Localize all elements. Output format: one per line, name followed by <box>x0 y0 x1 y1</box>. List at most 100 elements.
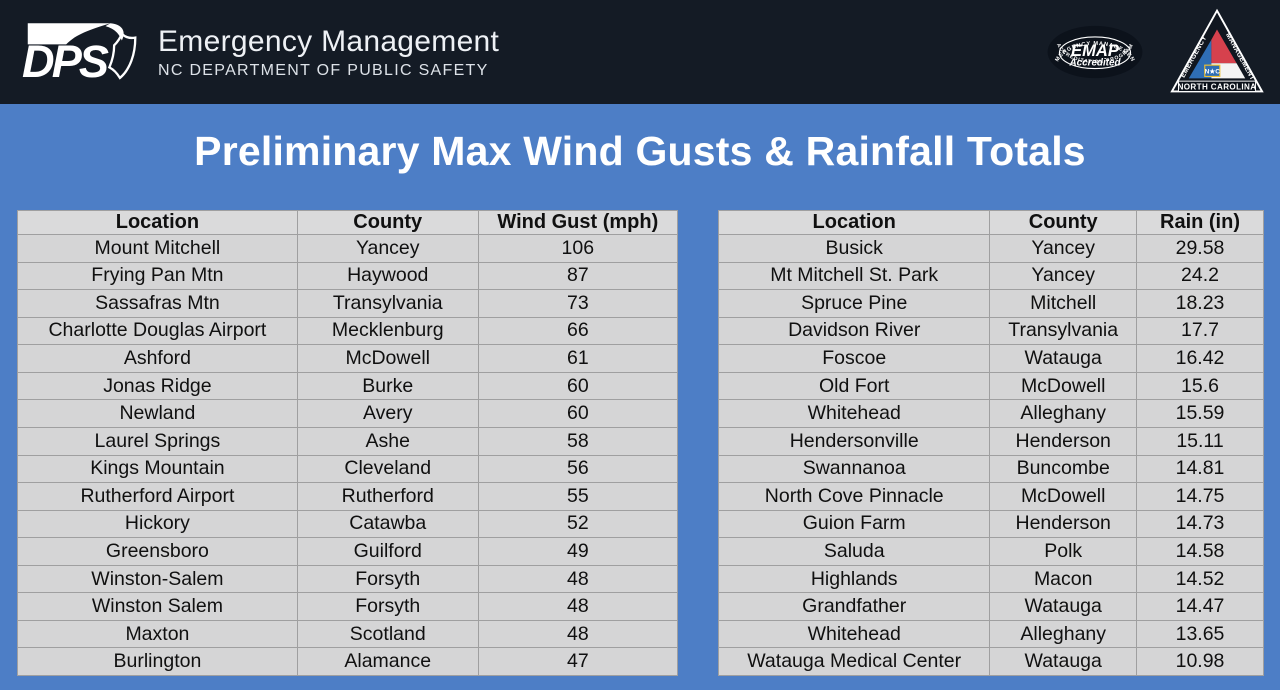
table-row: Newland Avery 60 <box>17 399 679 428</box>
table-cell: Burlington <box>17 647 298 676</box>
table-cell: 15.11 <box>1136 426 1264 456</box>
table-cell: Alleghany <box>989 619 1137 649</box>
table-row: Hendersonville Henderson 15.11 <box>717 426 1264 456</box>
table-cell: Old Fort <box>717 371 991 401</box>
table-cell: Grandfather <box>717 592 991 621</box>
table-cell: Macon <box>989 564 1137 594</box>
table-cell: 14.47 <box>1136 592 1264 621</box>
dps-logo-text: DPS <box>22 36 109 87</box>
table-cell: Saluda <box>717 537 991 566</box>
table-cell: Watauga <box>989 344 1137 373</box>
table-cell: Catawba <box>296 509 479 539</box>
table-cell: 13.65 <box>1136 619 1264 649</box>
table-row: Guion Farm Henderson 14.73 <box>717 509 1264 539</box>
table-row: Watauga Medical Center Watauga 10.98 <box>717 647 1264 676</box>
table-row: Kings Mountain Cleveland 56 <box>17 454 679 484</box>
table-cell: 14.73 <box>1136 509 1264 539</box>
table-cell: Hickory <box>17 509 298 539</box>
table-cell: Rutherford Airport <box>17 482 298 511</box>
table-row: Laurel Springs Ashe 58 <box>17 426 679 456</box>
table-cell: 66 <box>477 316 679 346</box>
table-cell: 52 <box>477 509 679 539</box>
table-row: Saluda Polk 14.58 <box>717 537 1264 566</box>
table-cell: 16.42 <box>1136 344 1264 373</box>
table-cell: Mecklenburg <box>296 316 479 346</box>
table-cell: Rutherford <box>296 482 479 511</box>
table-row: Swannanoa Buncombe 14.81 <box>717 454 1264 484</box>
table-cell: Buncombe <box>989 454 1137 484</box>
header-row: Location County Wind Gust (mph) <box>17 210 679 235</box>
table-cell: 73 <box>477 289 679 318</box>
table-cell: Davidson River <box>717 316 991 346</box>
table-cell: Charlotte Douglas Airport <box>17 316 298 346</box>
table-cell: 14.58 <box>1136 537 1264 566</box>
table-cell: 14.81 <box>1136 454 1264 484</box>
table-cell: Mitchell <box>989 289 1137 318</box>
column-header: County <box>296 210 479 235</box>
table-cell: 14.52 <box>1136 564 1264 594</box>
table-cell: Highlands <box>717 564 991 594</box>
ncem-triangle-badge-icon: EMERGENCY MANAGEMENT N★C NORTH CAROLINA <box>1170 8 1264 93</box>
table-cell: McDowell <box>296 344 479 373</box>
table-row: Mt Mitchell St. Park Yancey 24.2 <box>717 261 1264 291</box>
column-header: County <box>989 210 1137 235</box>
table-cell: Ashford <box>17 344 298 373</box>
table-cell: Watauga <box>989 592 1137 621</box>
column-header: Location <box>717 210 991 235</box>
header-bar: DPS Emergency Management NC DEPARTMENT O… <box>0 0 1280 104</box>
table-cell: Sassafras Mtn <box>17 289 298 318</box>
table-cell: Transylvania <box>989 316 1137 346</box>
table-cell: Haywood <box>296 261 479 291</box>
table-row: Davidson River Transylvania 17.7 <box>717 316 1264 346</box>
table-cell: 15.59 <box>1136 399 1264 428</box>
table-cell: 17.7 <box>1136 316 1264 346</box>
table-row: Hickory Catawba 52 <box>17 509 679 539</box>
table-row: Foscoe Watauga 16.42 <box>717 344 1264 373</box>
header-badges: EMERGENCY MANAGEMENT EMAP Accredited ACC… <box>1046 8 1270 96</box>
table-cell: 61 <box>477 344 679 373</box>
table-cell: 15.6 <box>1136 371 1264 401</box>
table-cell: Hendersonville <box>717 426 991 456</box>
table-cell: Winston-Salem <box>17 564 298 594</box>
table-cell: Guilford <box>296 537 479 566</box>
table-row: Highlands Macon 14.52 <box>717 564 1264 594</box>
table-row: Greensboro Guilford 49 <box>17 537 679 566</box>
table-cell: Forsyth <box>296 592 479 621</box>
table-cell: Alleghany <box>989 399 1137 428</box>
ncem-flag-emblem-text: N★C <box>1205 68 1221 76</box>
table-cell: 58 <box>477 426 679 456</box>
table-cell: 48 <box>477 592 679 621</box>
table-cell: 29.58 <box>1136 234 1264 263</box>
column-header: Location <box>17 210 298 235</box>
dps-logo-icon: DPS <box>22 23 137 87</box>
table-row: Frying Pan Mtn Haywood 87 <box>17 261 679 291</box>
dps-brand: DPS Emergency Management NC DEPARTMENT O… <box>22 17 499 87</box>
table-cell: Frying Pan Mtn <box>17 261 298 291</box>
table-cell: McDowell <box>989 371 1137 401</box>
table-cell: 60 <box>477 371 679 401</box>
table-cell: Mt Mitchell St. Park <box>717 261 991 291</box>
table-cell: 14.75 <box>1136 482 1264 511</box>
table-cell: Forsyth <box>296 564 479 594</box>
table-row: North Cove Pinnacle McDowell 14.75 <box>717 482 1264 511</box>
table-row: Old Fort McDowell 15.6 <box>717 371 1264 401</box>
table-row: Winston Salem Forsyth 48 <box>17 592 679 621</box>
table-cell: Winston Salem <box>17 592 298 621</box>
table-cell: 48 <box>477 619 679 649</box>
ncem-bottom-band-text: NORTH CAROLINA <box>1178 82 1257 91</box>
table-cell: Watauga <box>989 647 1137 676</box>
table-row: Spruce Pine Mitchell 18.23 <box>717 289 1264 318</box>
table-row: Busick Yancey 29.58 <box>717 234 1264 263</box>
slide-title: Preliminary Max Wind Gusts & Rainfall To… <box>194 128 1086 174</box>
table-cell: Busick <box>717 234 991 263</box>
table-cell: Watauga Medical Center <box>717 647 991 676</box>
table-cell: Yancey <box>296 234 479 263</box>
table-cell: Henderson <box>989 426 1137 456</box>
table-cell: 48 <box>477 564 679 594</box>
table-cell: Yancey <box>989 261 1137 291</box>
table-cell: Kings Mountain <box>17 454 298 484</box>
table-cell: Mount Mitchell <box>17 234 298 263</box>
table-cell: Henderson <box>989 509 1137 539</box>
table-row: Burlington Alamance 47 <box>17 647 679 676</box>
